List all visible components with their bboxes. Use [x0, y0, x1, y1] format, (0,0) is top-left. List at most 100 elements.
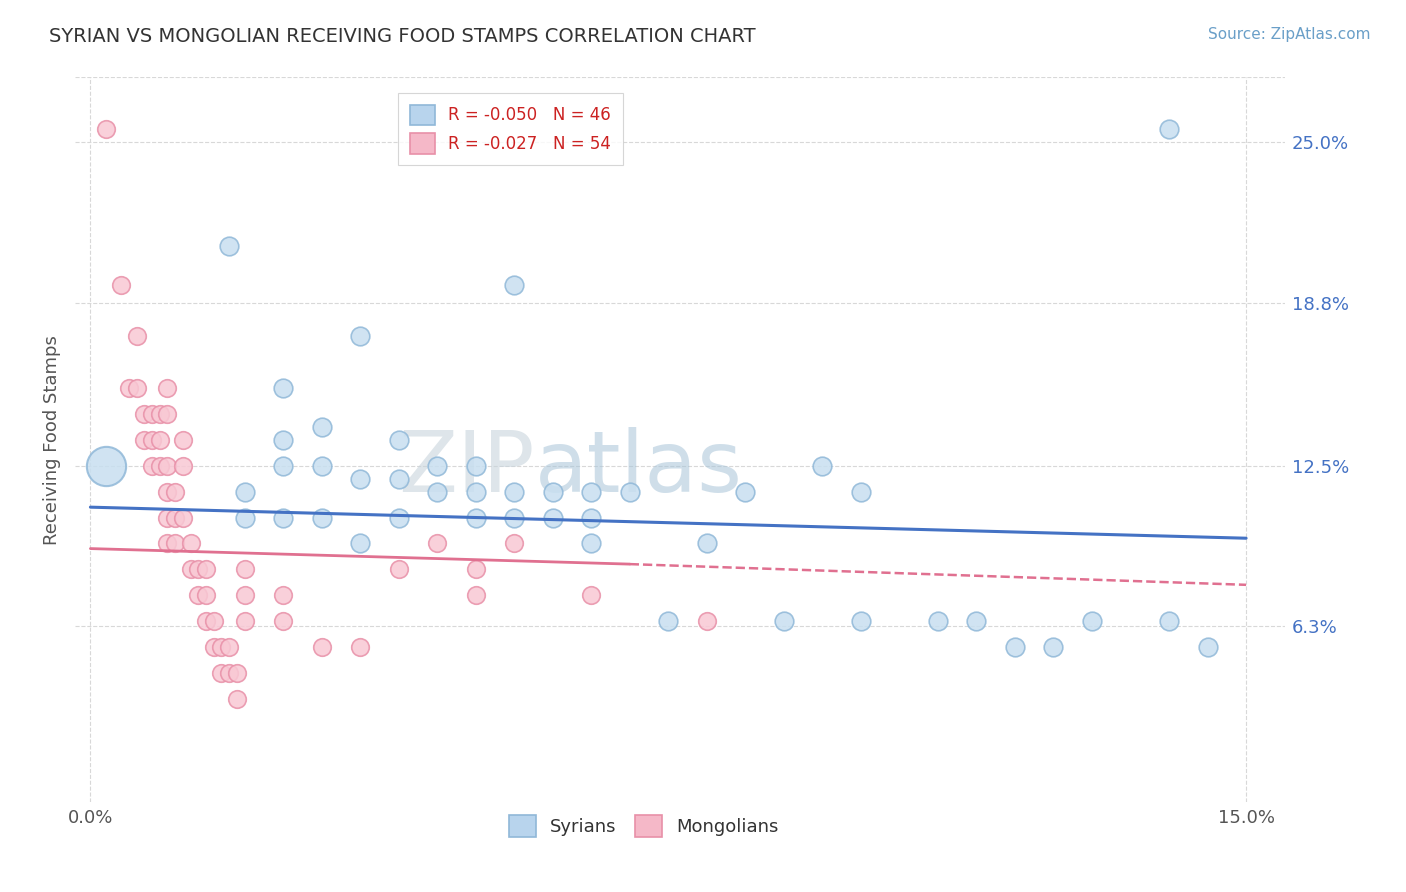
- Point: [311, 420, 333, 434]
- Point: [125, 381, 148, 395]
- Point: [233, 484, 256, 499]
- Point: [464, 562, 486, 576]
- Point: [579, 588, 602, 602]
- Point: [849, 614, 872, 628]
- Y-axis label: Receiving Food Stamps: Receiving Food Stamps: [44, 334, 60, 545]
- Point: [696, 536, 718, 550]
- Point: [110, 277, 132, 292]
- Point: [387, 433, 409, 447]
- Point: [464, 458, 486, 473]
- Point: [311, 640, 333, 654]
- Point: [156, 510, 179, 524]
- Point: [387, 472, 409, 486]
- Point: [271, 381, 294, 395]
- Point: [1157, 122, 1180, 136]
- Point: [271, 510, 294, 524]
- Point: [734, 484, 756, 499]
- Point: [426, 536, 449, 550]
- Point: [503, 484, 526, 499]
- Point: [202, 614, 225, 628]
- Point: [349, 329, 371, 343]
- Point: [156, 407, 179, 421]
- Point: [849, 484, 872, 499]
- Point: [165, 510, 187, 524]
- Point: [149, 433, 172, 447]
- Point: [225, 665, 247, 680]
- Text: SYRIAN VS MONGOLIAN RECEIVING FOOD STAMPS CORRELATION CHART: SYRIAN VS MONGOLIAN RECEIVING FOOD STAMP…: [49, 27, 756, 45]
- Point: [657, 614, 679, 628]
- Point: [349, 640, 371, 654]
- Point: [225, 691, 247, 706]
- Point: [156, 536, 179, 550]
- Point: [579, 484, 602, 499]
- Point: [387, 510, 409, 524]
- Point: [156, 484, 179, 499]
- Point: [271, 433, 294, 447]
- Point: [1004, 640, 1026, 654]
- Point: [180, 536, 202, 550]
- Text: ZIP: ZIP: [398, 427, 534, 510]
- Point: [156, 458, 179, 473]
- Point: [134, 407, 156, 421]
- Point: [233, 562, 256, 576]
- Point: [503, 277, 526, 292]
- Point: [195, 562, 218, 576]
- Legend: Syrians, Mongolians: Syrians, Mongolians: [502, 807, 786, 844]
- Point: [271, 458, 294, 473]
- Point: [927, 614, 949, 628]
- Point: [172, 510, 194, 524]
- Point: [94, 122, 117, 136]
- Point: [94, 458, 117, 473]
- Point: [619, 484, 641, 499]
- Point: [311, 510, 333, 524]
- Point: [165, 536, 187, 550]
- Point: [187, 588, 209, 602]
- Point: [271, 614, 294, 628]
- Point: [464, 510, 486, 524]
- Point: [426, 458, 449, 473]
- Point: [134, 433, 156, 447]
- Point: [195, 588, 218, 602]
- Text: Source: ZipAtlas.com: Source: ZipAtlas.com: [1208, 27, 1371, 42]
- Point: [156, 381, 179, 395]
- Point: [118, 381, 141, 395]
- Point: [218, 640, 240, 654]
- Point: [426, 484, 449, 499]
- Point: [141, 458, 163, 473]
- Point: [387, 562, 409, 576]
- Point: [349, 536, 371, 550]
- Point: [125, 329, 148, 343]
- Point: [503, 510, 526, 524]
- Point: [202, 640, 225, 654]
- Point: [965, 614, 987, 628]
- Point: [541, 510, 564, 524]
- Point: [579, 510, 602, 524]
- Point: [696, 614, 718, 628]
- Point: [180, 562, 202, 576]
- Point: [464, 484, 486, 499]
- Point: [218, 665, 240, 680]
- Text: atlas: atlas: [534, 427, 742, 510]
- Point: [271, 588, 294, 602]
- Point: [149, 458, 172, 473]
- Point: [218, 238, 240, 252]
- Point: [503, 536, 526, 550]
- Point: [579, 536, 602, 550]
- Point: [172, 458, 194, 473]
- Point: [209, 640, 232, 654]
- Point: [195, 614, 218, 628]
- Point: [209, 665, 232, 680]
- Point: [187, 562, 209, 576]
- Point: [141, 433, 163, 447]
- Point: [233, 588, 256, 602]
- Point: [1157, 614, 1180, 628]
- Point: [311, 458, 333, 473]
- Point: [172, 433, 194, 447]
- Point: [149, 407, 172, 421]
- Point: [349, 472, 371, 486]
- Point: [141, 407, 163, 421]
- Point: [464, 588, 486, 602]
- Point: [165, 484, 187, 499]
- Point: [1197, 640, 1219, 654]
- Point: [1042, 640, 1064, 654]
